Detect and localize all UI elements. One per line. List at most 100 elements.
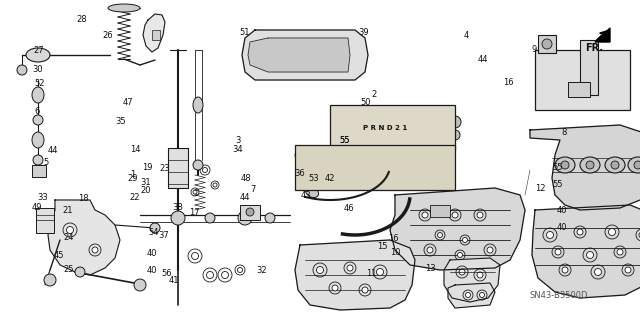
Ellipse shape [477,272,483,278]
Ellipse shape [542,39,552,49]
Ellipse shape [193,160,203,170]
Text: 55: 55 [553,163,563,172]
Ellipse shape [75,267,85,277]
Text: 16: 16 [388,234,399,243]
Text: 15: 15 [378,242,388,251]
Text: 38: 38 [173,204,183,212]
Ellipse shape [580,157,600,173]
Ellipse shape [586,161,594,169]
Text: 55: 55 [553,180,563,189]
Text: 53: 53 [308,174,319,182]
Ellipse shape [221,271,228,278]
Text: 49: 49 [32,204,42,212]
Text: 40: 40 [557,223,567,232]
Polygon shape [530,125,640,210]
Ellipse shape [628,157,640,173]
Polygon shape [242,30,368,80]
Bar [535,50,630,110]
Text: 27: 27 [33,46,44,55]
Ellipse shape [463,238,467,242]
Text: 29: 29 [128,174,138,182]
Ellipse shape [639,232,640,238]
Text: 35: 35 [115,117,125,126]
Ellipse shape [602,58,609,65]
Text: 50: 50 [361,98,371,107]
Ellipse shape [238,211,252,225]
Ellipse shape [108,4,140,12]
Ellipse shape [17,65,27,75]
Polygon shape [143,14,165,52]
Text: 19: 19 [142,163,152,172]
Ellipse shape [193,97,203,113]
Polygon shape [532,205,640,298]
Ellipse shape [33,115,43,125]
Ellipse shape [255,33,260,38]
Text: 18: 18 [78,194,88,203]
Text: 43: 43 [301,191,311,200]
Text: 1: 1 [131,170,136,179]
Text: 40: 40 [147,266,157,275]
Text: 46: 46 [344,204,354,213]
Text: 7: 7 [251,185,256,194]
Text: 40: 40 [147,249,157,258]
Ellipse shape [555,157,575,173]
Ellipse shape [67,226,74,234]
Text: 36: 36 [294,169,305,178]
Bar [152,30,160,40]
Ellipse shape [452,212,458,218]
Text: 23: 23 [160,164,170,173]
Bar [240,205,260,220]
Text: 55: 55 [339,136,349,145]
Text: 9: 9 [532,45,537,54]
Ellipse shape [362,287,368,293]
Ellipse shape [207,271,214,278]
Text: 44: 44 [478,56,488,64]
Ellipse shape [438,233,442,238]
Ellipse shape [450,130,460,140]
Ellipse shape [32,132,44,148]
Ellipse shape [191,253,198,259]
Text: 56: 56 [161,269,172,278]
Ellipse shape [459,269,465,275]
Ellipse shape [561,161,569,169]
Text: 48: 48 [241,174,252,182]
Text: 41: 41 [169,276,179,285]
Ellipse shape [237,268,243,272]
Text: 28: 28 [77,15,87,24]
Ellipse shape [265,213,275,223]
Ellipse shape [479,293,484,298]
Polygon shape [448,283,495,308]
Ellipse shape [388,176,392,180]
Ellipse shape [150,223,160,233]
Ellipse shape [625,267,631,273]
Text: 16: 16 [504,78,514,87]
Ellipse shape [547,232,554,239]
Text: 14: 14 [131,145,141,154]
Text: 5: 5 [44,158,49,167]
Text: 30: 30 [32,65,42,74]
Text: 40: 40 [557,206,567,215]
Text: 52: 52 [35,79,45,88]
Text: 2: 2 [372,90,377,99]
Ellipse shape [618,60,623,64]
Text: 42: 42 [324,174,335,182]
Text: 31: 31 [141,178,151,187]
Ellipse shape [44,274,56,286]
Text: 44: 44 [239,193,250,202]
Ellipse shape [449,116,461,128]
Text: 20: 20 [141,186,151,195]
Bar [295,145,455,190]
Bar [568,82,590,97]
Ellipse shape [458,253,463,257]
Polygon shape [390,188,525,270]
Ellipse shape [487,247,493,253]
Text: 39: 39 [358,28,369,37]
Text: 21: 21 [62,206,72,215]
Ellipse shape [572,57,578,63]
Text: 33: 33 [37,193,47,202]
Ellipse shape [408,175,413,181]
Text: 17: 17 [189,208,200,217]
Text: P R N D 2 1: P R N D 2 1 [363,125,407,131]
Bar [538,35,556,53]
Text: 51: 51 [239,28,250,37]
